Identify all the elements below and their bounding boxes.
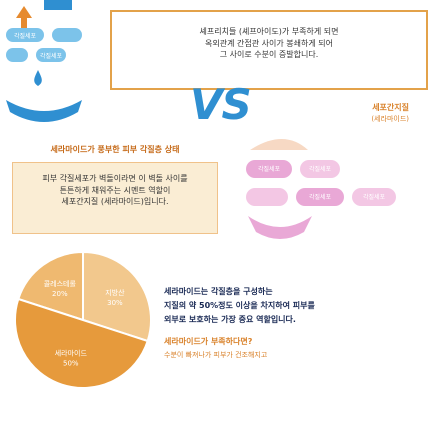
pie-slice xyxy=(82,250,152,343)
cell-chip-2 xyxy=(300,160,340,178)
lower-layer-right xyxy=(248,216,312,239)
cell-chip-left xyxy=(6,28,44,42)
arrow-up-icon xyxy=(16,6,32,18)
cell-chip-1 xyxy=(246,160,292,178)
pie-chart: 콜레스테롤 20% 지방산 30% 세라마이드 50% xyxy=(8,245,158,395)
cell-chip-small xyxy=(6,48,28,62)
chip-label-a: 각질세포 xyxy=(13,33,37,40)
bottom-text: 세라마이드는 각질층을 구성하는 지질의 약 50%정도 이상을 차지하여 피부… xyxy=(164,285,424,361)
water-drop-icon xyxy=(34,70,42,86)
chip-label-b: 각질세포 xyxy=(39,53,63,60)
vs-label: VS xyxy=(190,80,252,129)
top-left-illustration: 각질세포 각질세포 xyxy=(0,0,84,135)
pie-chart-svg: 콜레스테롤 20% 지방산 30% 세라마이드 50% xyxy=(14,250,152,389)
right-label-sub: (세라마이드) xyxy=(371,115,409,123)
cell-top-shape xyxy=(250,139,308,150)
pie-slice-value: 20% xyxy=(52,290,68,298)
cell-chip-4 xyxy=(296,188,344,206)
top-right-line2: 옥외관계 간접관 사이가 봉쇄하게 되어 xyxy=(205,38,333,48)
pie-slice xyxy=(17,250,84,322)
cell-shape-top xyxy=(44,0,72,10)
right-chip-label-3: 각질세포 xyxy=(308,194,332,201)
right-chip-label-1: 각질세포 xyxy=(257,166,281,173)
skin-layer-diagram xyxy=(6,0,82,122)
right-chip-label-2: 각질세포 xyxy=(308,166,332,173)
left-panel-line3: 세포간지질 (세라마이드)입니다. xyxy=(61,197,169,207)
left-panel-body: 피부 각질세포가 벽돌이라면 이 벽돌 사이를 튼튼하게 채워주는 시멘트 역할… xyxy=(12,162,218,234)
cell-chip-mid xyxy=(36,48,66,62)
pie-slice-label: 세라마이드 xyxy=(55,349,88,358)
right-chip-label-4: 각질세포 xyxy=(362,194,386,201)
left-panel-line2: 튼튼하게 채워주는 시멘트 역할이 xyxy=(59,185,171,195)
pie-slice-label: 콜레스테롤 xyxy=(44,279,77,288)
right-illustration: 각질세포 각질세포 각질세포 각질세포 xyxy=(240,120,420,240)
pie-slice-value: 50% xyxy=(63,360,79,368)
pie-slice xyxy=(14,297,149,389)
bottom-answer: 수분이 빠져나가 피부가 건조해지고 xyxy=(164,351,268,359)
bottom-line1: 세라마이드는 각질층을 구성하는 xyxy=(164,287,273,296)
cell-chip-3 xyxy=(246,188,288,206)
right-label-top: 세포간지질 xyxy=(372,103,409,112)
cell-chip-right xyxy=(52,28,82,42)
skin-layer-diagram-right xyxy=(246,139,396,239)
top-right-panel: 셰프리치들 (셰프아이도)가 부족하게 되면 옥외관계 간접관 사이가 봉쇄하게… xyxy=(110,10,428,90)
bottom-line2: 지질의 약 50%정도 이상을 차지하여 피부를 xyxy=(164,301,315,310)
pie-slice-value: 30% xyxy=(107,299,123,307)
left-panel: 세라마이드가 풍부한 피부 각질층 상태 피부 각질세포가 벽돌이라면 이 벽돌… xyxy=(12,145,218,234)
bottom-question: 세라마이드가 부족하다면? xyxy=(164,337,253,346)
left-panel-title: 세라마이드가 풍부한 피부 각질층 상태 xyxy=(50,145,180,154)
bottom-line3: 외부로 보호하는 가장 중요 역할입니다. xyxy=(164,315,296,324)
left-panel-line1: 피부 각질세포가 벽돌이라면 이 벽돌 사이를 xyxy=(42,174,188,183)
top-right-line1: 셰프리치들 (셰프아이도)가 부족하게 되면 xyxy=(199,27,339,36)
cell-chip-5 xyxy=(352,188,396,206)
lower-layer-shape xyxy=(6,100,82,122)
top-right-line3: 그 사이로 수분이 증발합니다. xyxy=(219,50,319,60)
pie-slice-label: 지방산 xyxy=(105,288,125,297)
